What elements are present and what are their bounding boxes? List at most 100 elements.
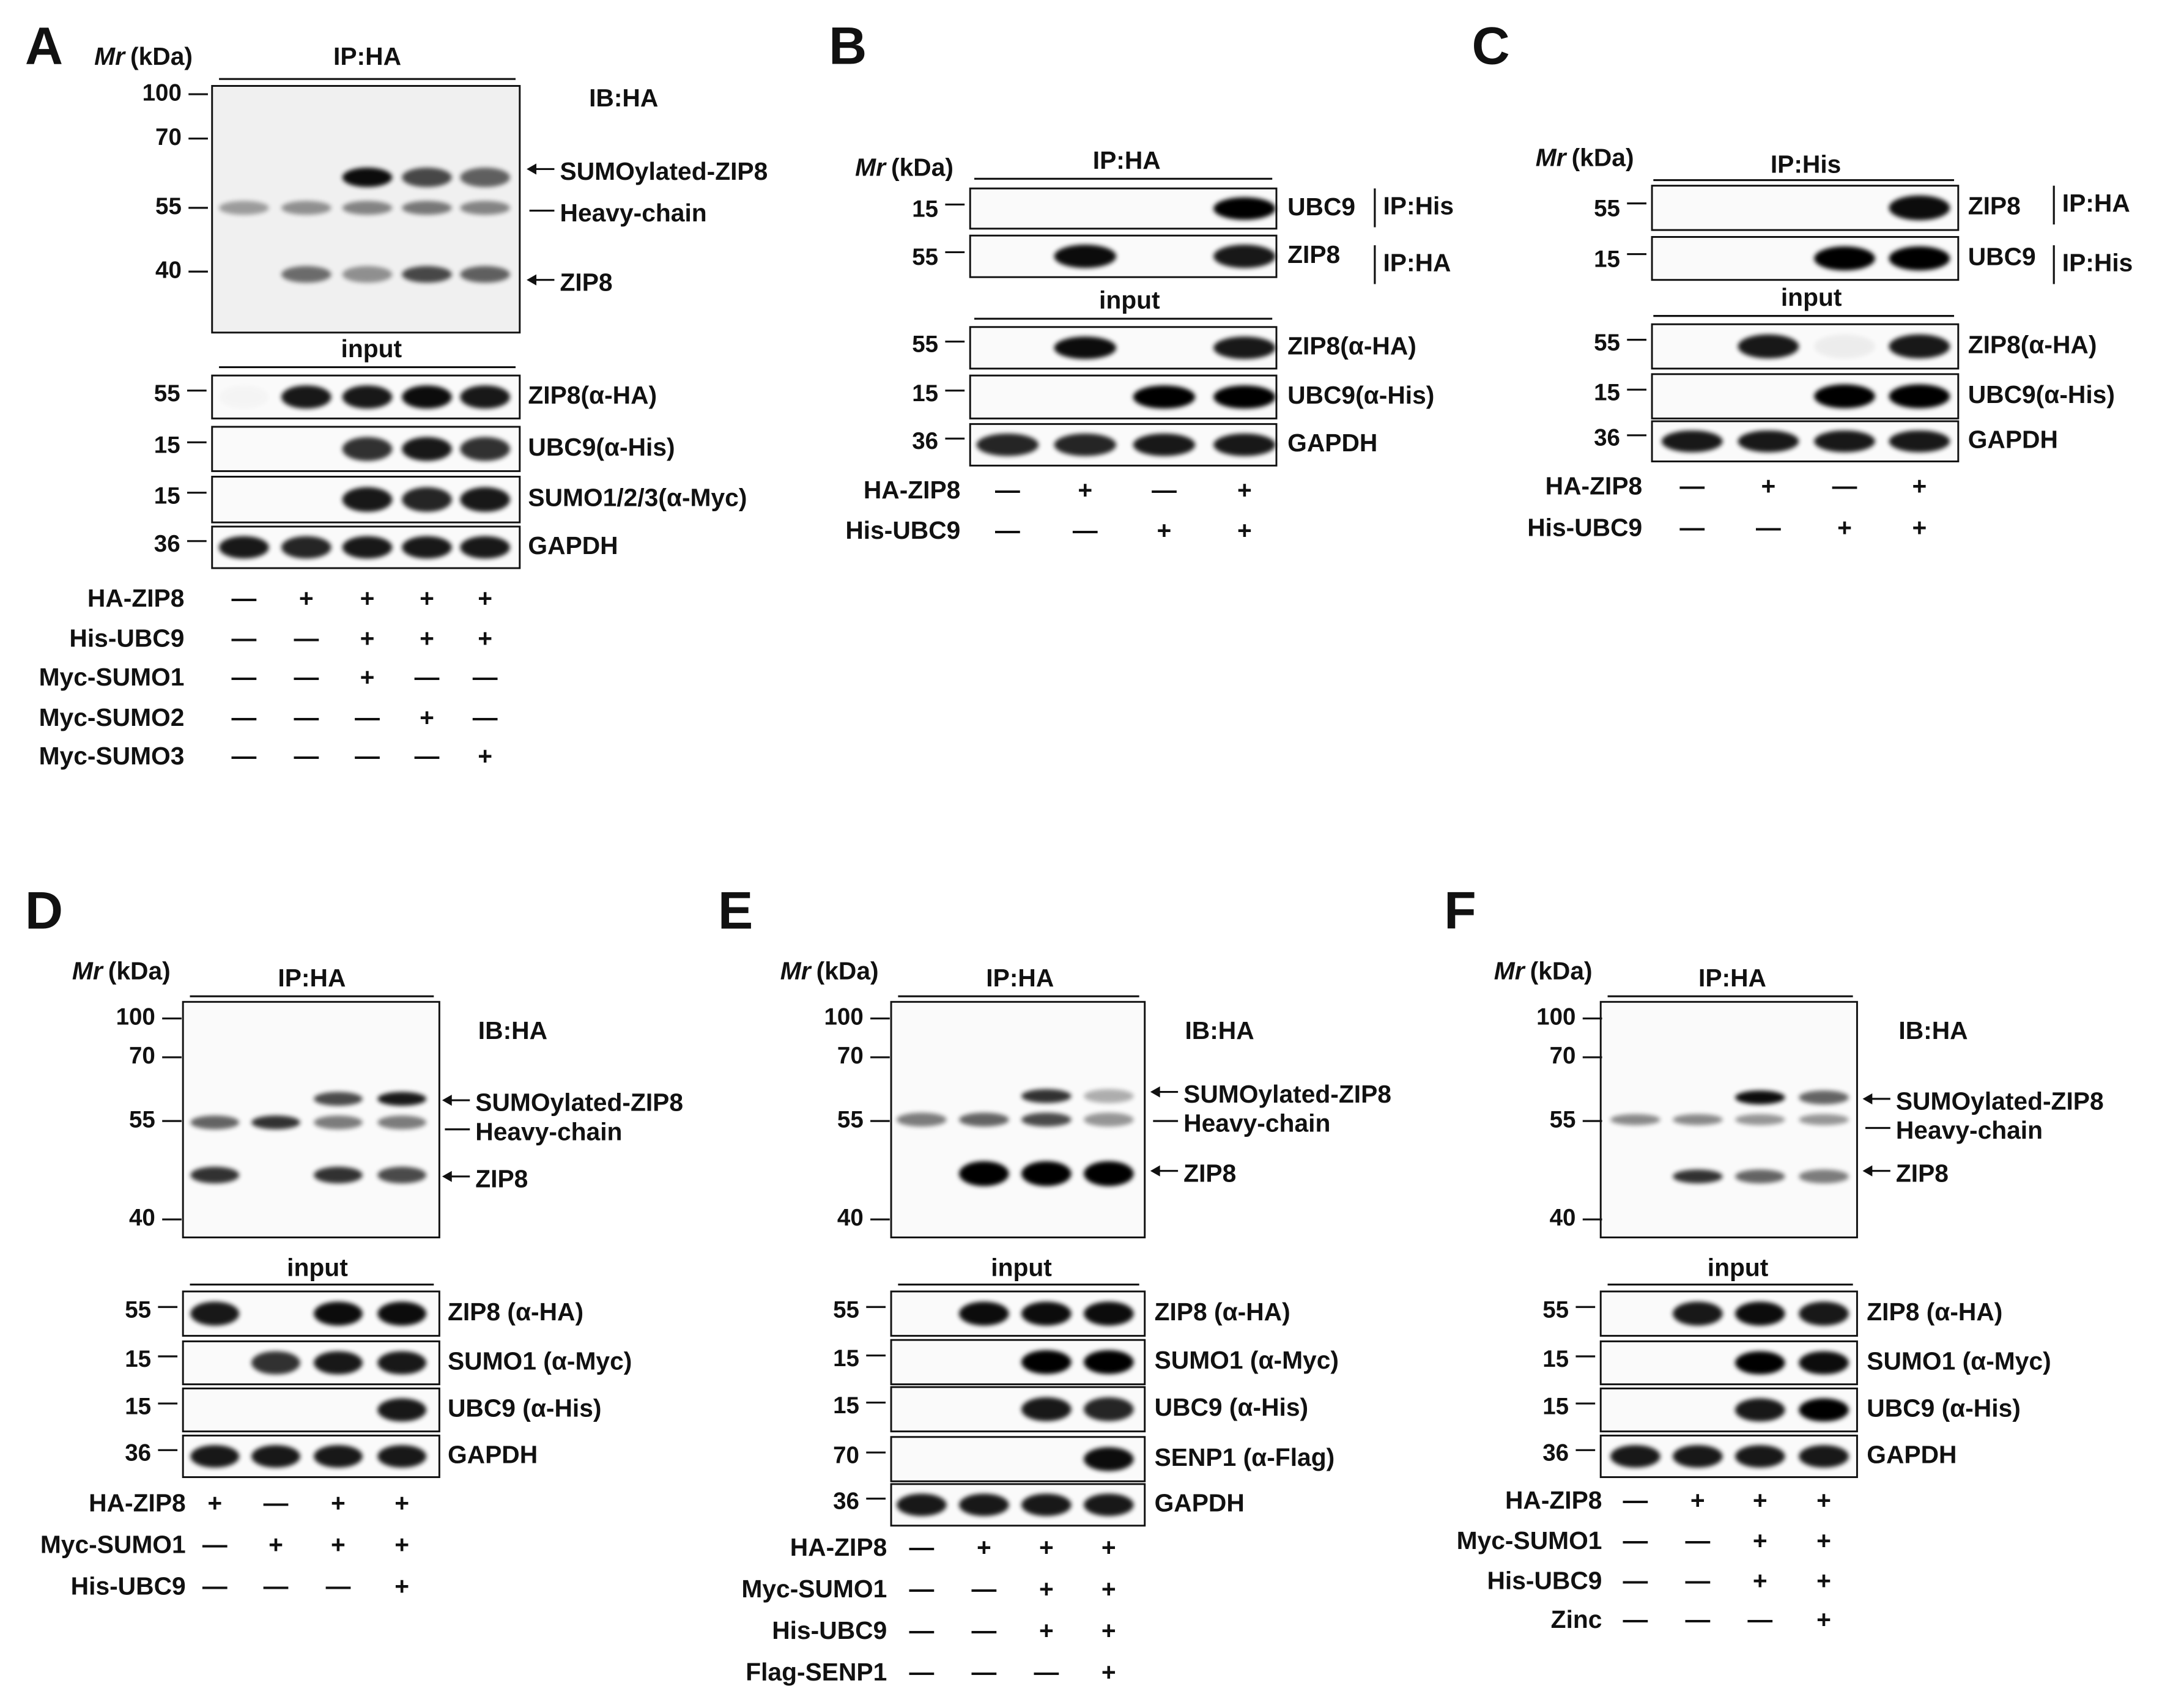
band — [342, 385, 393, 409]
blot-name: UBC9 (α-His) — [1155, 1393, 1309, 1421]
ip-bands — [1213, 197, 1276, 220]
blot-name: ZIP8 — [1287, 240, 1340, 268]
band — [377, 1445, 427, 1468]
band — [460, 536, 510, 559]
band — [1799, 1445, 1849, 1468]
condition-sign: + — [360, 624, 375, 653]
condition-name: His-UBC9 — [1487, 1566, 1602, 1594]
marker-label: 55 — [125, 1297, 151, 1323]
condition-sign: + — [420, 624, 434, 653]
marker-label: 36 — [912, 428, 938, 454]
marker-label: 36 — [833, 1488, 859, 1515]
condition-sign: — — [995, 516, 1020, 544]
arrow-head — [442, 1095, 452, 1106]
band — [251, 1351, 300, 1375]
ip-header: IP:HA — [1698, 964, 1766, 992]
band — [897, 1493, 947, 1517]
condition-sign: — — [294, 624, 319, 653]
condition-sign: — — [1747, 1605, 1772, 1633]
ip-header: IP:His — [1771, 150, 1842, 179]
condition-sign: — — [294, 663, 319, 691]
marker-label: 36 — [1542, 1440, 1569, 1466]
input-bands — [1021, 1350, 1134, 1374]
ip-header: IP:HA — [1093, 146, 1161, 174]
input-bands — [219, 536, 510, 559]
input-bands — [342, 437, 510, 461]
ip-bands — [219, 168, 510, 283]
condition-sign: + — [1237, 516, 1252, 544]
condition-sign: + — [977, 1533, 991, 1561]
condition-sign: + — [1039, 1616, 1054, 1644]
condition-name: HA-ZIP8 — [89, 1489, 186, 1517]
condition-sign: — — [972, 1616, 997, 1644]
condition-sign: + — [1039, 1575, 1054, 1603]
band — [1054, 336, 1117, 360]
condition-sign: + — [478, 742, 492, 770]
condition-name: Flag-SENP1 — [746, 1658, 887, 1686]
marker-label: 15 — [125, 1393, 151, 1419]
band — [1213, 336, 1276, 360]
band — [1084, 1350, 1134, 1374]
marker-label: 15 — [125, 1346, 151, 1372]
condition-sign: — — [1756, 513, 1781, 541]
marker-label: 55 — [155, 193, 182, 220]
band-label: Heavy-chain — [475, 1117, 622, 1145]
ip-header: IP:HA — [278, 964, 346, 992]
marker-label: 70 — [833, 1443, 859, 1469]
marker-label: 55 — [129, 1106, 155, 1133]
band — [1084, 1161, 1134, 1186]
marker-label: 36 — [125, 1440, 151, 1466]
marker-label: 55 — [1594, 330, 1620, 356]
input-header: input — [1781, 283, 1842, 311]
condition-sign: — — [294, 742, 319, 770]
band — [1084, 1447, 1134, 1471]
band — [1084, 1301, 1134, 1326]
band — [1735, 1398, 1785, 1422]
band — [1084, 1493, 1134, 1517]
condition-sign: — — [1073, 516, 1098, 544]
marker-label: 100 — [824, 1004, 863, 1030]
input-bands — [190, 1445, 427, 1468]
condition-sign: + — [207, 1489, 222, 1517]
mr-header: Mr (kDa) — [1494, 956, 1593, 985]
mr-header: Mr (kDa) — [780, 956, 879, 985]
condition-sign: — — [1623, 1566, 1648, 1594]
band — [1735, 1090, 1785, 1104]
band — [342, 201, 393, 215]
condition-sign: + — [478, 624, 492, 653]
band — [281, 385, 331, 409]
band — [1889, 384, 1950, 409]
condition-sign: + — [1101, 1533, 1116, 1561]
marker-label: 55 — [912, 331, 938, 358]
condition-sign: — — [1623, 1486, 1648, 1514]
band — [219, 201, 269, 215]
mr-header: Mr (kDa) — [1536, 143, 1634, 171]
condition-sign: + — [420, 584, 434, 612]
band-label: ZIP8 — [560, 268, 613, 296]
band-label: SUMOylated-ZIP8 — [475, 1089, 683, 1117]
condition-name: HA-ZIP8 — [1546, 471, 1643, 500]
band-label: ZIP8 — [1896, 1159, 1949, 1187]
band — [460, 168, 510, 187]
panel-label: D — [25, 881, 63, 940]
band — [1021, 1350, 1072, 1374]
band-label: Heavy-chain — [1183, 1109, 1330, 1137]
band — [377, 1351, 427, 1375]
input-bands — [190, 1301, 427, 1326]
arrow-head — [1862, 1093, 1873, 1104]
marker-label: 55 — [833, 1297, 859, 1323]
band — [1133, 385, 1196, 409]
band — [1133, 434, 1196, 456]
condition-name: His-UBC9 — [71, 1572, 186, 1600]
band — [402, 437, 452, 461]
condition-sign: — — [355, 742, 380, 770]
condition-sign: — — [264, 1572, 289, 1600]
input-bands — [1814, 384, 1950, 409]
band — [1799, 1301, 1849, 1326]
band — [959, 1161, 1009, 1186]
condition-sign: + — [1690, 1486, 1705, 1514]
band — [1021, 1089, 1072, 1103]
marker-label: 100 — [1536, 1004, 1575, 1030]
input-bands — [1610, 1445, 1849, 1468]
